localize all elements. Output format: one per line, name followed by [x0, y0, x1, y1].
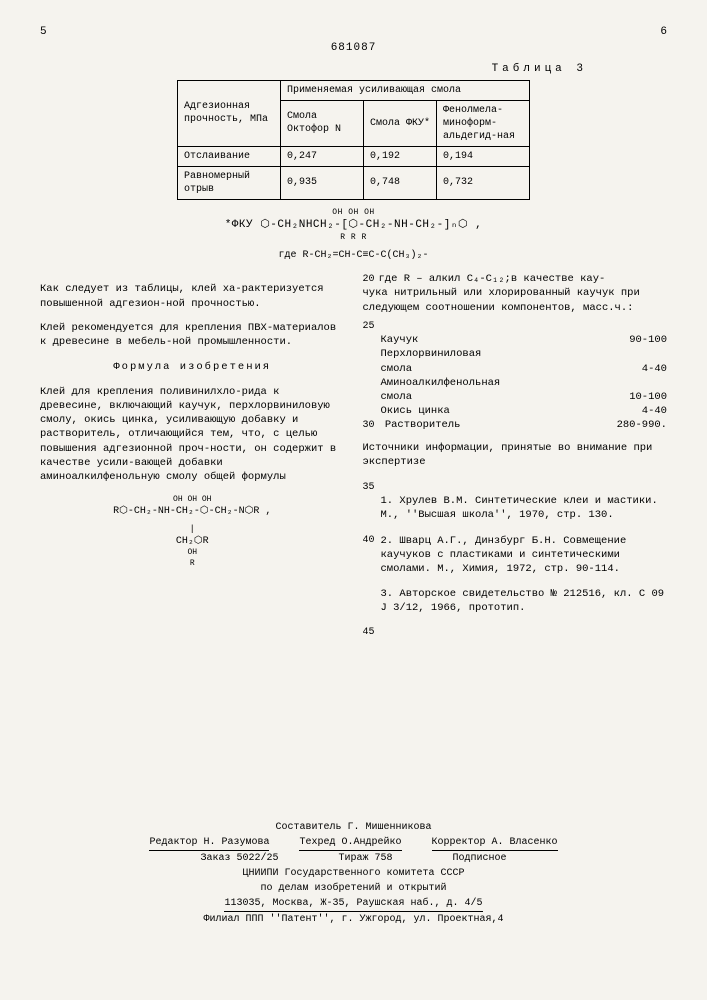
chem-structure: OH OH OH R⬡-CH₂-NH-CH₂-⬡-CH₂-N⬡R , | CH₂… [40, 495, 345, 571]
table-title: Таблица 3 [40, 62, 667, 76]
line-number: 40 [363, 534, 379, 548]
chem-formula-where: где R-CH₂=CH-C≡C-C(CH₃)₂- [40, 249, 667, 262]
footer-editor: Редактор Н. Разумова [149, 835, 269, 851]
footer-compiler: Составитель Г. Мишенникова [40, 820, 667, 835]
table-header-group: Применяемая усиливающая смола [281, 80, 530, 100]
paragraph: Клей рекомендуется для крепления ПВХ-мат… [40, 321, 345, 349]
line-number: 25 [363, 320, 379, 334]
footer-org: по делам изобретений и открытий [40, 881, 667, 896]
left-column: Как следует из таблицы, клей ха-рактериз… [40, 272, 345, 640]
line-number: 45 [363, 626, 379, 640]
right-column: 20где R – алкил C₄-C₁₂;в качестве кау- ч… [363, 272, 668, 640]
footer-address: Филиал ППП ''Патент'', г. Ужгород, ул. П… [40, 912, 667, 927]
table-subheader: Смола Октофор N [281, 100, 364, 146]
table-subheader: Фенолмела-миноформ-альдегид-ная [437, 100, 530, 146]
chem-formula-r: R R R [40, 233, 667, 243]
table-subheader: Смола ФКУ* [364, 100, 437, 146]
footer-tirage: Тираж 758 [338, 853, 392, 864]
paragraph: Как следует из таблицы, клей ха-рактериз… [40, 282, 345, 310]
paragraph: чука нитрильный или хлорированный каучук… [363, 286, 668, 314]
page-left: 5 [40, 25, 47, 39]
footer-tech: Техред О.Андрейко [299, 835, 401, 851]
reference: 1. Хрулев В.М. Синтетические клеи и маст… [381, 494, 668, 522]
reference: 3. Авторское свидетельство № 212516, кл.… [381, 587, 668, 615]
footer-address: 113035, Москва, Ж-35, Раушская наб., д. … [224, 896, 482, 912]
line-number: 35 [363, 481, 379, 495]
footer-corrector: Корректор А. Власенко [432, 835, 558, 851]
doc-number: 681087 [40, 41, 667, 55]
chem-formula-main: *ФКУ ⬡-CH₂NHCH₂-[⬡-CH₂-NH-CH₂-]ₙ⬡ , [40, 218, 667, 232]
footer-org: ЦНИИПИ Государственного комитета СССР [40, 866, 667, 881]
footer: Составитель Г. Мишенникова Редактор Н. Р… [40, 820, 667, 927]
paragraph: Клей для крепления поливинилхло-рида к д… [40, 385, 345, 484]
section-title: Формула изобретения [40, 360, 345, 374]
line-number: 20 [363, 273, 379, 287]
page-right: 6 [660, 25, 667, 39]
chem-formula-oh: OH OH OH [40, 208, 667, 218]
footer-order: Заказ 5022/25 [200, 853, 278, 864]
paragraph: Источники информации, принятые во вниман… [363, 441, 668, 469]
line-number: 30 [363, 419, 379, 433]
page-numbers: 5 6 [40, 25, 667, 39]
footer-subscription: Подписное [453, 853, 507, 864]
two-column-body: Как следует из таблицы, клей ха-рактериз… [40, 272, 667, 640]
table-row: Отслаивание 0,247 0,192 0,194 [178, 146, 530, 166]
data-table: Адгезионная прочность, МПа Применяемая у… [177, 80, 530, 200]
table-header-main: Адгезионная прочность, МПа [178, 80, 281, 146]
table-row: Равномерный отрыв 0,935 0,748 0,732 [178, 166, 530, 199]
reference: 2. Шварц А.Г., Динзбург Б.Н. Совмещение … [381, 534, 668, 577]
